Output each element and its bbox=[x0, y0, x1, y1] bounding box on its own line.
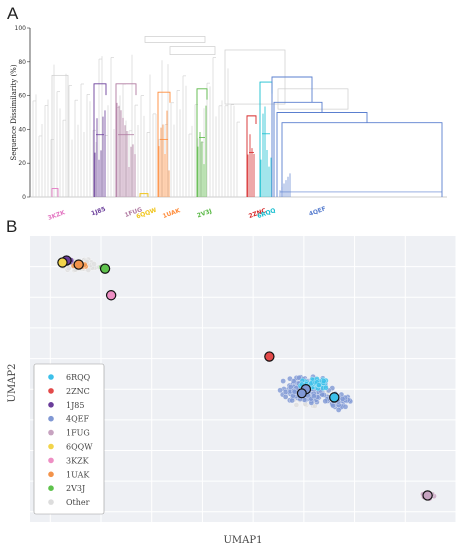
legend-marker-6qqw bbox=[48, 443, 54, 450]
data-point bbox=[311, 393, 317, 399]
representative-6qqw bbox=[57, 257, 68, 268]
other-branches bbox=[32, 36, 349, 198]
cluster-label: 2V3J bbox=[196, 208, 213, 220]
branch bbox=[273, 101, 323, 197]
representative-4qef bbox=[296, 388, 307, 399]
representative-1uak bbox=[73, 259, 84, 270]
x-axis-title: UMAP1 bbox=[224, 535, 263, 546]
data-point bbox=[330, 402, 336, 409]
legend-label-1uak: 1UAK bbox=[66, 470, 90, 479]
cluster-1uak: 1UAK bbox=[157, 91, 182, 220]
other-branch bbox=[144, 36, 206, 43]
data-point bbox=[287, 384, 294, 390]
legend-label-1j85: 1J85 bbox=[66, 401, 84, 410]
legend-marker-other bbox=[48, 499, 54, 505]
cluster-2v3j: 2V3J bbox=[196, 88, 213, 220]
data-point bbox=[293, 402, 300, 408]
other-branch bbox=[169, 46, 216, 55]
branch bbox=[196, 88, 208, 197]
data-point bbox=[335, 407, 342, 413]
cluster-2znc: 2ZNC bbox=[246, 115, 268, 220]
representative-2znc bbox=[264, 351, 275, 362]
legend-marker-3kzk bbox=[48, 457, 54, 464]
legend-label-2v3j: 2V3J bbox=[66, 484, 85, 493]
representative-1fug bbox=[422, 490, 433, 501]
branch bbox=[93, 83, 107, 197]
branch bbox=[276, 112, 368, 197]
legend-marker-1uak bbox=[48, 471, 54, 478]
data-point bbox=[316, 382, 322, 388]
cluster-6rqq: 6RQQ bbox=[256, 81, 277, 220]
data-point bbox=[339, 396, 346, 402]
y-tick-label: 0 bbox=[22, 194, 26, 201]
other-branch bbox=[51, 74, 69, 198]
legend-marker-1j85 bbox=[48, 402, 54, 408]
branch bbox=[115, 83, 137, 197]
legend-label-other: Other bbox=[66, 498, 90, 507]
branch bbox=[246, 115, 257, 197]
data-point bbox=[322, 398, 329, 404]
legend-label-6rqq: 6RQQ bbox=[66, 373, 91, 382]
panel-b-label: B bbox=[6, 217, 18, 236]
data-point bbox=[342, 403, 349, 410]
legend-label-3kzk: 3KZK bbox=[66, 456, 90, 465]
legend-marker-2znc bbox=[48, 388, 54, 394]
branch bbox=[51, 188, 59, 197]
branch bbox=[259, 81, 273, 197]
panel-a-label: A bbox=[7, 4, 19, 23]
other-branch bbox=[277, 88, 349, 110]
legend-label-4qef: 4QEF bbox=[66, 415, 89, 424]
y-tick-label: 60 bbox=[18, 93, 26, 100]
y-tick-label: 20 bbox=[18, 160, 26, 167]
representative-2v3j bbox=[99, 263, 111, 274]
legend-label-6qqw: 6QQW bbox=[66, 443, 93, 452]
dendrogram-chart: 0 20 40 60 80 100 Sequence Dissimilarity (%) 3K… bbox=[10, 25, 447, 222]
y-tick-label: 100 bbox=[15, 25, 27, 32]
legend-marker-6rqq bbox=[48, 374, 54, 380]
data-point bbox=[277, 387, 283, 394]
cluster-1j85: 1J85 bbox=[90, 83, 107, 218]
representative-3kzk bbox=[105, 290, 117, 301]
representative-6rqq bbox=[329, 392, 340, 403]
y-tick-label: 80 bbox=[18, 59, 26, 66]
branch bbox=[139, 193, 149, 197]
y-axis-title: Sequence Dissimilarity (%) bbox=[10, 64, 18, 160]
legend-label-2znc: 2ZNC bbox=[66, 387, 90, 396]
cluster-label: 3KZK bbox=[47, 209, 66, 222]
cluster-label: 1J85 bbox=[90, 206, 106, 218]
branch bbox=[281, 122, 443, 197]
legend: 6RQQ 2ZNC 1J85 4QEF 1FUG 6QQW 3KZK 1UAK 2V3J Othe… bbox=[33, 363, 105, 515]
data-point bbox=[280, 378, 286, 384]
data-point bbox=[91, 261, 97, 267]
legend-marker-4qef bbox=[48, 415, 54, 422]
branch bbox=[271, 76, 313, 197]
data-point bbox=[320, 378, 327, 384]
data-point bbox=[289, 397, 295, 404]
legend-marker-1fug bbox=[48, 429, 54, 436]
data-point bbox=[291, 388, 298, 395]
branch bbox=[157, 91, 171, 197]
cluster-label: 4QEF bbox=[308, 205, 327, 218]
y-axis-title: UMAP2 bbox=[7, 364, 18, 403]
legend-marker-2v3j bbox=[48, 485, 54, 492]
data-point bbox=[323, 384, 329, 391]
cluster-label: 1UAK bbox=[162, 207, 182, 220]
data-point bbox=[282, 394, 289, 400]
data-point bbox=[290, 378, 297, 384]
cluster-3kzk: 3KZK bbox=[47, 188, 66, 222]
data-point bbox=[65, 265, 72, 272]
legend-label-1fug: 1FUG bbox=[66, 429, 90, 438]
umap-scatter-chart: UMAP1 UMAP2 6RQQ 2ZNC 1J85 4QEF 1FUG 6QQW 3KZK 1U… bbox=[7, 236, 457, 546]
y-tick-label: 40 bbox=[18, 126, 26, 133]
